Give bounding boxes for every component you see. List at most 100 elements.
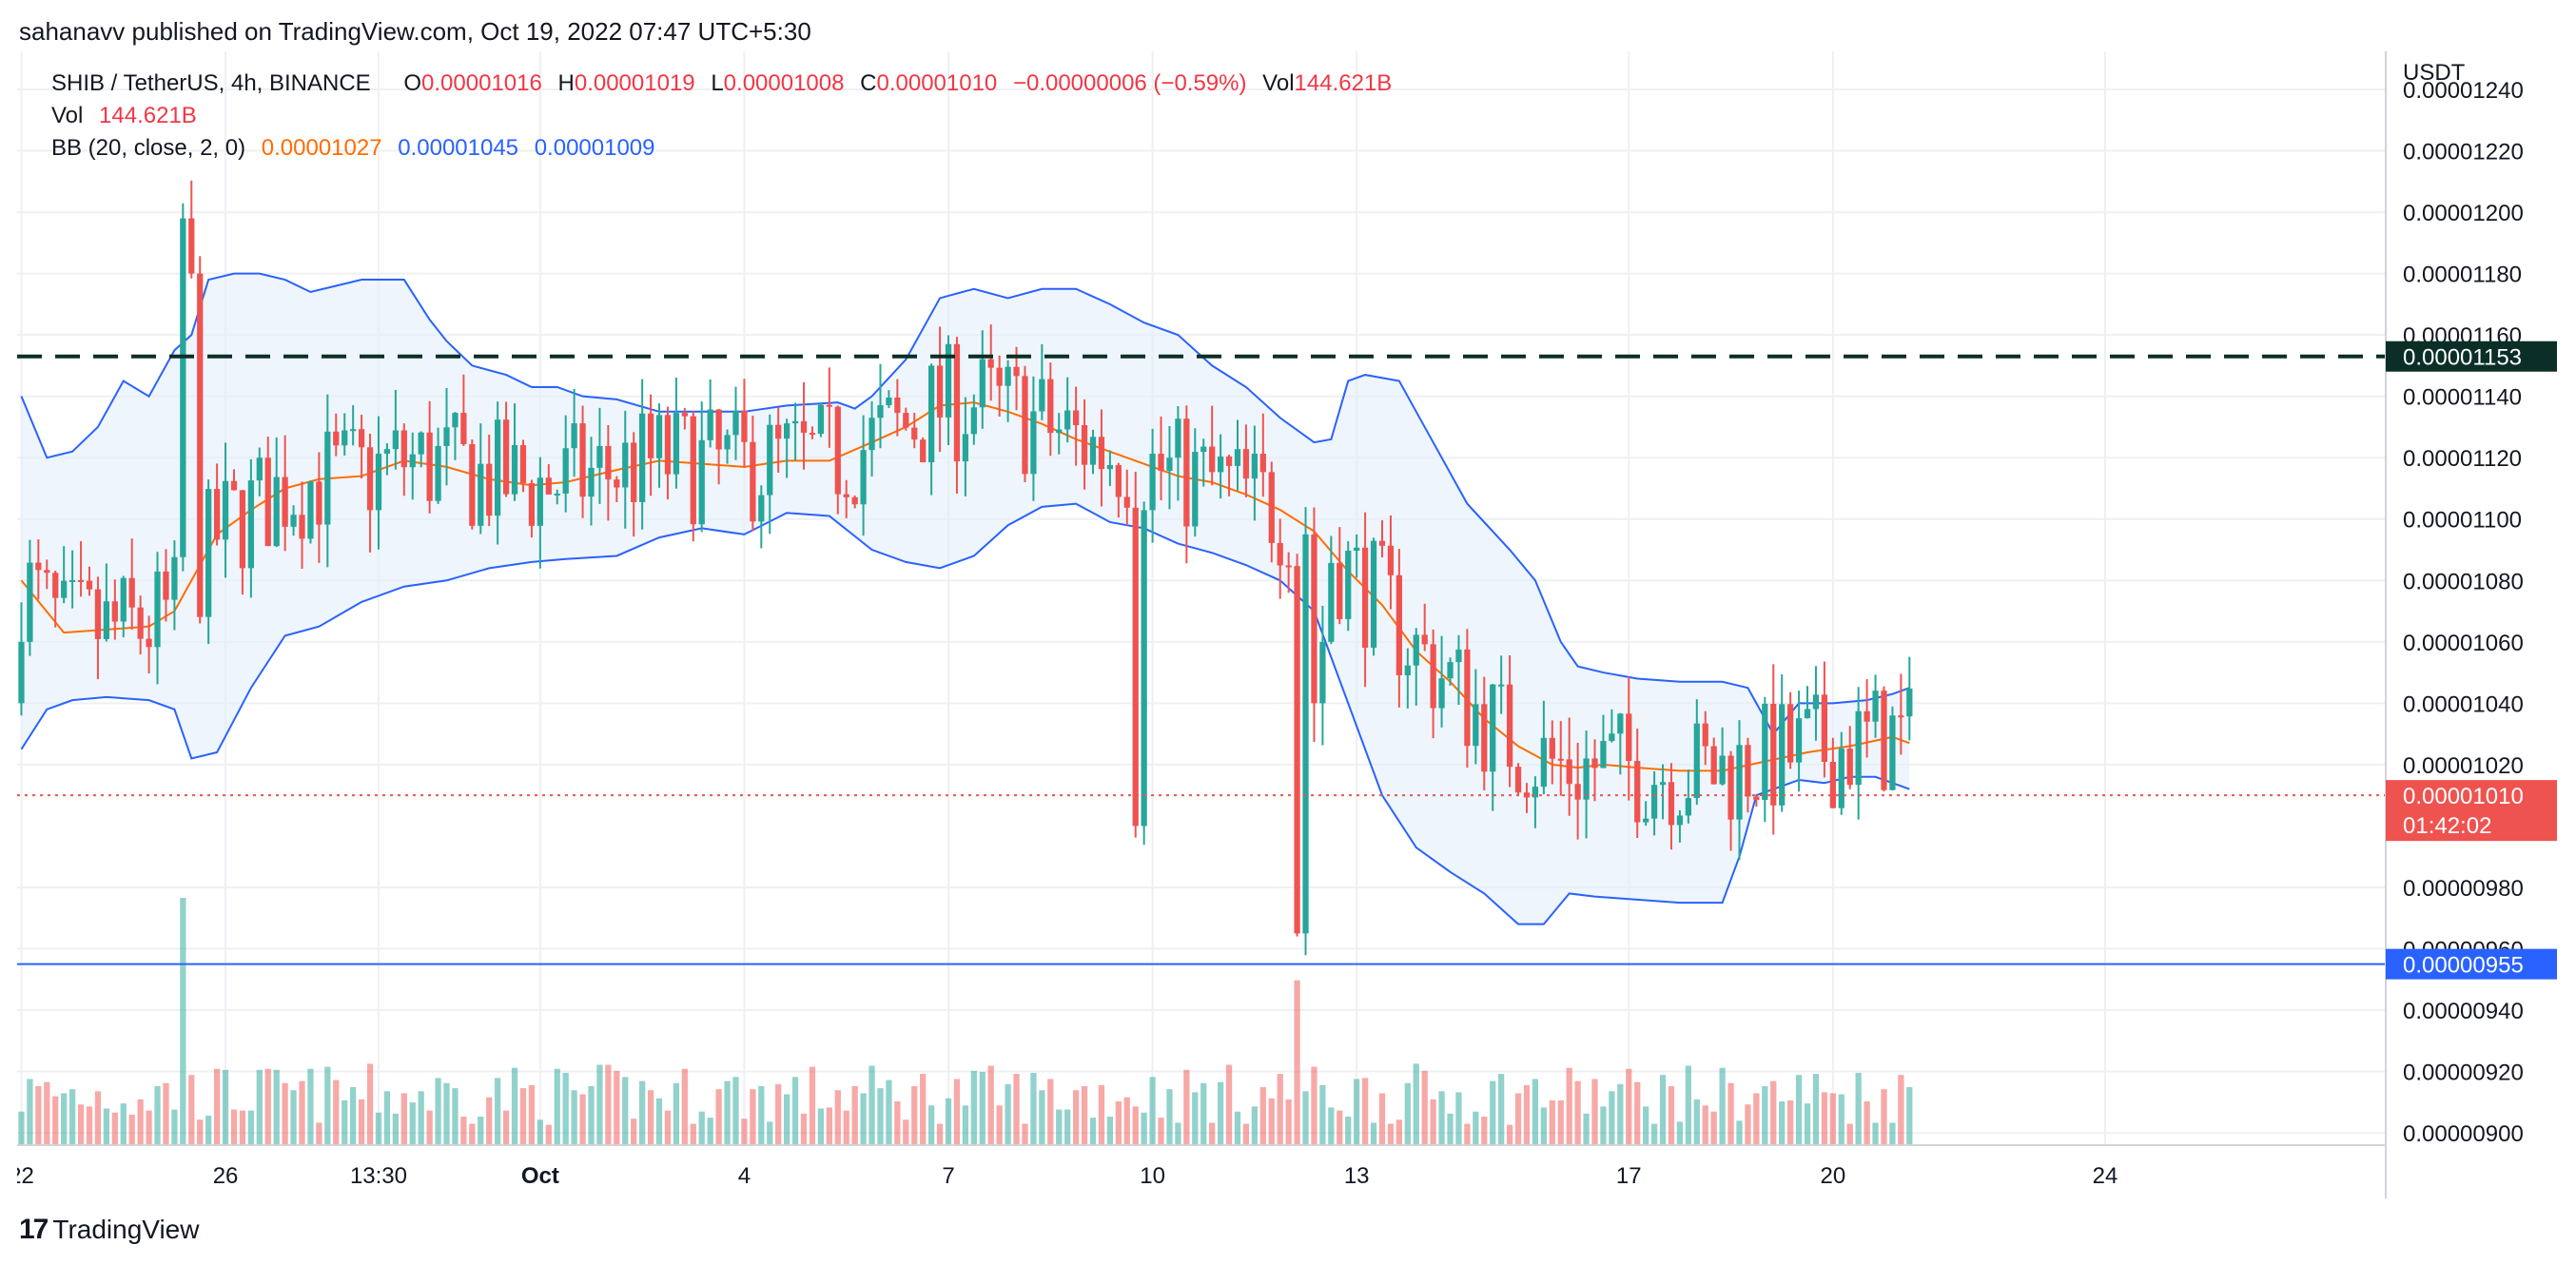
candle-body-15 [146,638,152,648]
candle-body-52 [460,413,467,445]
bb-fill [21,273,1910,924]
volume-bar-134 [1158,1118,1164,1145]
volume-bar-190 [1634,1081,1641,1145]
candle-body-62 [545,477,552,495]
volume-bar-137 [1183,1069,1190,1145]
candle-body-197 [1693,723,1700,799]
y-tick-label-8: 0.00001080 [2403,569,2524,594]
high-label: H [557,70,575,96]
candle-body-64 [562,448,569,494]
symbol-label[interactable]: SHIB / TetherUS, 4h, BINANCE [51,70,371,96]
candle-body-1 [27,562,33,642]
volume-bar-21 [197,1119,204,1145]
candle-body-161 [1387,545,1395,575]
volume-bar-181 [1557,1100,1564,1145]
volume-bar-145 [1251,1106,1259,1145]
candle-body-73 [639,413,646,502]
candle-body-8 [86,580,93,590]
candle-body-4 [52,573,59,598]
volume-bar-170 [1464,1123,1471,1145]
volume-bar-99 [860,1093,867,1145]
bb-basis-value: 0.00001027 [261,135,382,161]
candle-body-32 [290,515,297,527]
y-tick-label-2: 0.00001200 [2403,201,2524,226]
tradingview-logo-icon[interactable]: 17 [19,1214,49,1245]
candle-body-46 [409,454,416,468]
volume-bar-125 [1081,1085,1088,1145]
candle-body-38 [342,430,348,446]
volume-bar-193 [1659,1075,1667,1145]
candle-body-116 [1005,366,1011,386]
candle-body-69 [605,445,612,480]
candle-body-125 [1081,425,1088,465]
candle-body-7 [77,579,85,582]
volume-bar-119 [1030,1073,1037,1145]
candle-body-143 [1234,449,1241,466]
volume-bar-212 [1821,1092,1828,1145]
x-tick-label-0: 22 [17,1163,34,1189]
candle-body-106 [920,439,927,463]
candle-body-178 [1532,787,1539,798]
volume-bar-4 [52,1096,59,1145]
candle-body-90 [784,423,790,439]
chart-frame[interactable]: USDT 0.00001240 0.00001220 0.00001200 0.0000… [17,51,2576,1198]
volume-bar-158 [1361,1078,1369,1145]
candle-body-151 [1302,534,1309,934]
volume-bar-41 [366,1063,374,1145]
candle-body-213 [1829,761,1836,808]
volume-bar-143 [1234,1111,1241,1145]
change-value: −0.00000006 (−0.59%) [1012,70,1247,96]
candle-body-3 [44,570,50,574]
candle-body-191 [1643,818,1649,823]
volume-bar-72 [631,1119,637,1145]
volume-bar-103 [894,1100,901,1145]
x-tick-label-10: 24 [2093,1163,2118,1189]
volume-bar-154 [1328,1107,1335,1145]
volume-bar-208 [1787,1100,1794,1145]
volume-bar-26 [239,1110,246,1145]
y-tick-label-14: 0.00000940 [2403,999,2524,1024]
volume-bar-207 [1779,1100,1786,1145]
candle-body-181 [1557,758,1564,761]
candle-body-21 [197,273,204,617]
volume-bar-25 [230,1109,238,1145]
publisher-line: sahanavv published on TradingView.com, O… [19,17,811,46]
candle-body-154 [1328,562,1335,642]
bb-lower-line [20,502,1910,925]
x-tick-label-8: 17 [1616,1163,1642,1189]
candle-body-117 [1013,366,1020,377]
volume-bar-64 [562,1073,569,1145]
volume-bar-71 [622,1077,629,1145]
volume-bar-147 [1268,1098,1275,1145]
candle-body-56 [495,419,501,516]
candle-body-96 [834,406,841,495]
volume-legend[interactable]: Vol 144.621B [51,103,206,129]
candle-body-155 [1337,562,1343,619]
candle-body-120 [1039,379,1045,412]
candle-body-208 [1787,704,1794,763]
open-label: O [403,70,422,96]
tradingview-brand[interactable]: TradingView [52,1215,200,1244]
candle-body-192 [1650,785,1658,819]
ohlc-legend: SHIB / TetherUS, 4h, BINANCE O0.00001016… [51,70,1401,97]
volume-bar-57 [502,1110,510,1145]
candle-body-29 [264,457,271,547]
candle-body-97 [843,494,849,497]
volume-bar-105 [911,1085,918,1145]
volume-bar-173 [1490,1080,1496,1145]
candle-body-218 [1872,691,1879,722]
volume-bar-10 [103,1108,110,1145]
vol-value: 144.621B [1294,70,1393,96]
candle-body-150 [1294,566,1300,934]
candle-body-158 [1361,547,1369,648]
candle-body-24 [222,480,229,540]
volume-bar-195 [1676,1121,1684,1145]
candle-body-23 [213,489,221,540]
candle-body-72 [631,442,637,502]
volume-bar-216 [1855,1073,1862,1145]
volume-bar-203 [1745,1104,1751,1145]
bb-legend[interactable]: BB (20, close, 2, 0) 0.00001027 0.000010… [51,135,665,162]
x-tick-label-5: 7 [942,1163,954,1189]
candle-body-196 [1685,798,1691,816]
